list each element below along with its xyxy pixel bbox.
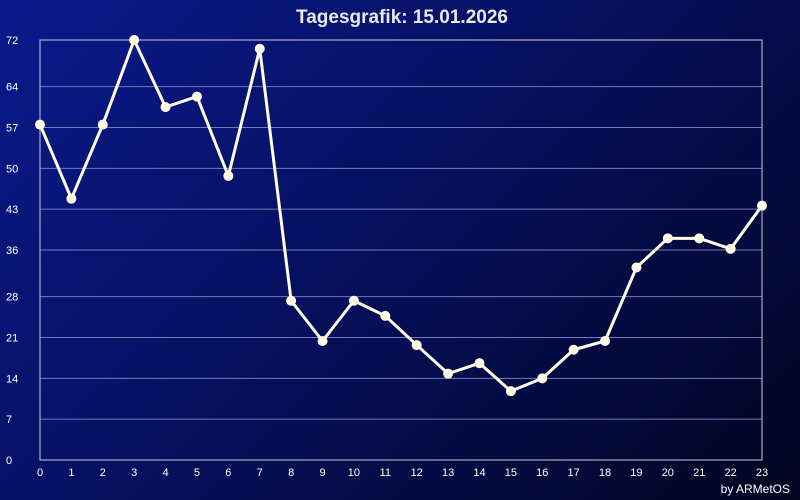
x-axis-ticks: 0 1 2 3 4 5 6 7 8 9 10 11 12 13 14 15 16 17 18 19 20 21 22 23 [37, 467, 768, 479]
x-tick-label: 17 [568, 467, 580, 479]
x-tick-label: 9 [319, 467, 325, 479]
data-point [348, 295, 359, 306]
data-point [443, 368, 454, 379]
y-tick-label: 21 [6, 333, 18, 345]
x-tick-label: 2 [100, 467, 106, 479]
x-tick-label: 20 [662, 467, 674, 479]
x-tick-label: 22 [724, 467, 736, 479]
y-tick-label: 43 [6, 204, 18, 216]
x-tick-label: 16 [536, 467, 548, 479]
y-tick-label: 7 [6, 414, 12, 426]
series-layer [38, 38, 764, 393]
x-tick-label: 7 [257, 467, 263, 479]
x-tick-label: 15 [505, 467, 517, 479]
x-tick-label: 1 [68, 467, 74, 479]
data-point [223, 170, 234, 181]
chart-title: Tagesgrafik: 15.01.2026 [296, 7, 508, 28]
x-tick-label: 5 [194, 467, 200, 479]
y-tick-label: 50 [6, 163, 18, 175]
x-tick-label: 19 [630, 467, 642, 479]
data-point [97, 119, 108, 130]
data-point [757, 200, 767, 211]
data-point [35, 119, 45, 130]
data-point [286, 295, 297, 306]
x-tick-label: 11 [380, 467, 391, 479]
data-point [380, 310, 391, 321]
y-tick-label: 0 [6, 455, 12, 467]
data-point [662, 233, 673, 244]
data-point [694, 233, 705, 244]
x-tick-label: 14 [473, 467, 485, 479]
x-tick-label: 23 [756, 467, 768, 479]
series-line [38, 38, 764, 393]
data-point [505, 386, 516, 397]
y-axis-ticks: 0 7 14 21 28 36 43 50 57 64 72 [6, 35, 18, 467]
x-tick-label: 3 [131, 467, 137, 479]
x-tick-label: 21 [693, 467, 705, 479]
y-tick-label: 14 [6, 373, 18, 385]
data-point [474, 358, 485, 369]
x-tick-label: 13 [442, 467, 454, 479]
gridlines [40, 86, 762, 420]
y-tick-label: 57 [6, 123, 18, 135]
x-tick-label: 10 [348, 467, 360, 479]
x-tick-label: 12 [411, 467, 423, 479]
data-point [537, 373, 548, 384]
data-point [66, 193, 77, 204]
x-tick-label: 6 [225, 467, 231, 479]
plot-frame [39, 39, 763, 461]
data-point [254, 43, 265, 54]
x-tick-label: 18 [599, 467, 611, 479]
data-point [191, 91, 202, 102]
data-point [129, 35, 140, 45]
data-point [725, 243, 736, 254]
data-point [631, 262, 642, 273]
data-point [411, 340, 422, 351]
data-point [600, 336, 611, 346]
y-tick-label: 28 [6, 292, 18, 304]
x-tick-label: 0 [37, 467, 43, 479]
data-point [317, 336, 328, 346]
y-tick-label: 36 [6, 245, 18, 257]
y-tick-label: 72 [6, 35, 18, 47]
x-tick-label: 4 [163, 467, 169, 479]
data-point [160, 102, 171, 113]
data-point [568, 344, 579, 355]
y-tick-label: 64 [6, 82, 18, 94]
data-points [35, 35, 767, 397]
credit-label: by ARMetOS [721, 482, 790, 496]
x-tick-label: 8 [288, 467, 294, 479]
